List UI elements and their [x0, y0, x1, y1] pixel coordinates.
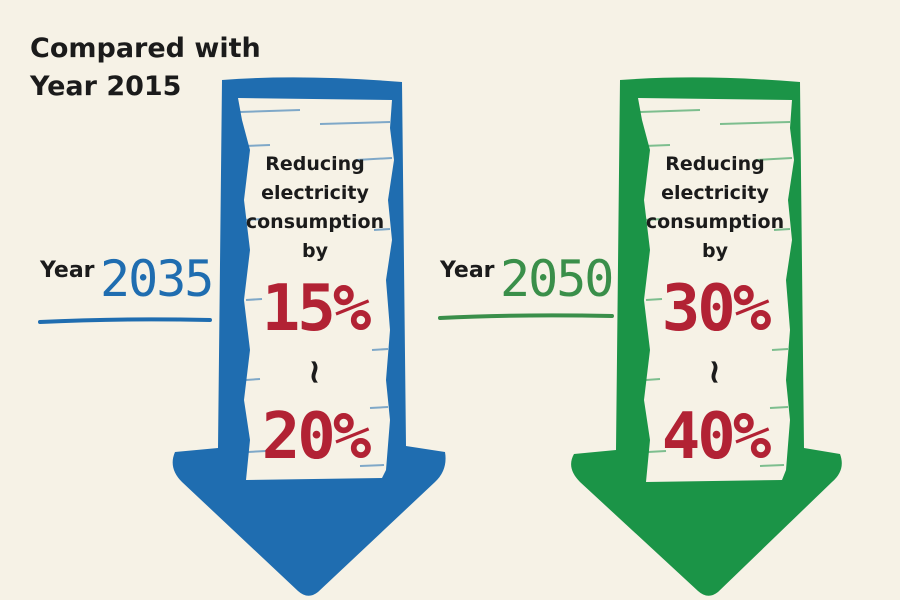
reduction-low-percent: 30%: [661, 272, 772, 346]
description-line: electricity: [661, 182, 769, 204]
description-line: electricity: [261, 182, 369, 204]
range-separator: ~: [695, 357, 735, 387]
year-label: Year: [40, 258, 95, 283]
description-line: by: [302, 240, 328, 262]
description-line: Reducing: [265, 153, 365, 175]
reduction-description: Reducing electricity consumption by: [640, 150, 790, 266]
title-line-2: Year 2015: [30, 71, 182, 102]
down-arrow-icon: [571, 77, 842, 596]
description-line: by: [702, 240, 728, 262]
reduction-high-percent: 20%: [261, 400, 372, 474]
year-label: Year: [440, 258, 495, 283]
down-arrow-icon: [172, 77, 446, 596]
underline-stroke: [438, 313, 614, 320]
range-separator: ~: [295, 357, 335, 387]
title-line-1: Compared with: [30, 33, 261, 64]
description-line: Reducing: [665, 153, 765, 175]
year-value: 2035: [100, 250, 214, 308]
page-title: Compared with Year 2015: [30, 30, 330, 106]
year-value: 2050: [500, 250, 614, 308]
reduction-description: Reducing electricity consumption by: [240, 150, 390, 266]
underline-stroke: [38, 317, 212, 324]
reduction-low-percent: 15%: [261, 272, 372, 346]
description-line: consumption: [645, 211, 785, 233]
description-line: consumption: [245, 211, 385, 233]
reduction-high-percent: 40%: [661, 400, 772, 474]
